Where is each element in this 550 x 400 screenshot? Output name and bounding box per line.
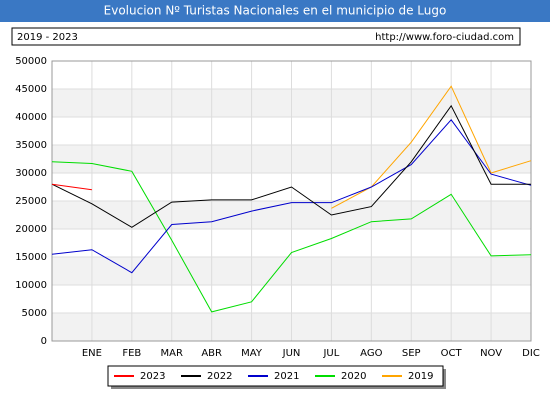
y-tick-label: 10000 bbox=[15, 280, 47, 291]
x-tick-label: DIC bbox=[522, 348, 540, 359]
legend-label: 2023 bbox=[140, 371, 165, 382]
x-tick-label: ENE bbox=[82, 348, 102, 359]
legend-box bbox=[107, 365, 444, 387]
x-tick-label: NOV bbox=[480, 348, 502, 359]
source-url: http://www.foro-ciudad.com bbox=[375, 32, 514, 43]
x-tick-label: FEB bbox=[122, 348, 141, 359]
y-tick-label: 20000 bbox=[15, 224, 47, 235]
legend-label: 2020 bbox=[341, 371, 366, 382]
series-line bbox=[51, 183, 92, 191]
y-tick-label: 45000 bbox=[15, 84, 47, 95]
x-tick-label: AGO bbox=[360, 348, 382, 359]
subtitle: 2019 - 2023 bbox=[17, 32, 78, 43]
y-tick-label: 35000 bbox=[15, 140, 47, 151]
legend-label: 2021 bbox=[274, 371, 299, 382]
x-tick-label: MAR bbox=[161, 348, 183, 359]
legend-label: 2019 bbox=[408, 371, 433, 382]
x-tick-label: MAY bbox=[241, 348, 263, 359]
y-tick-label: 40000 bbox=[15, 112, 47, 123]
x-tick-label: SEP bbox=[402, 348, 421, 359]
y-tick-label: 0 bbox=[41, 336, 47, 347]
x-tick-label: JUN bbox=[282, 348, 301, 359]
y-tick-label: 50000 bbox=[15, 56, 47, 67]
legend-label: 2022 bbox=[207, 371, 232, 382]
series-line bbox=[51, 161, 532, 313]
title-bar bbox=[0, 0, 550, 22]
series-line bbox=[51, 119, 532, 274]
subtitle-box bbox=[11, 27, 521, 46]
x-tick-label: ABR bbox=[201, 348, 222, 359]
plot-border bbox=[51, 60, 532, 342]
chart-title: Evolucion Nº Turistas Nacionales en el m… bbox=[104, 4, 447, 18]
y-tick-label: 5000 bbox=[22, 308, 47, 319]
y-tick-label: 30000 bbox=[15, 168, 47, 179]
series-line bbox=[51, 104, 531, 228]
y-tick-label: 25000 bbox=[15, 196, 47, 207]
series-line bbox=[331, 85, 532, 209]
x-tick-label: JUL bbox=[322, 348, 339, 359]
x-tick-label: OCT bbox=[441, 348, 463, 359]
y-tick-label: 15000 bbox=[15, 252, 47, 263]
